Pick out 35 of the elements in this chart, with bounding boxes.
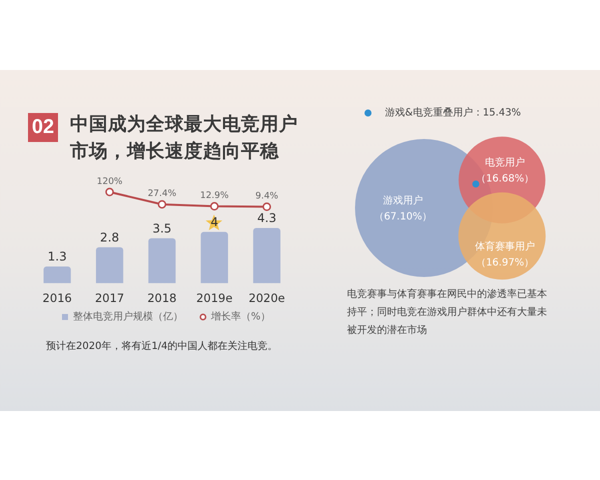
point <box>158 200 166 209</box>
text: 预计在2020年，将有近1/4的中国人都在关注电竞。 <box>46 340 278 354</box>
bar <box>44 266 71 284</box>
bar <box>96 247 124 284</box>
text: 电竞赛事与体育赛事在网民中的渗透率已基本持平；同时电竞在游戏用户群体中还有大量未被开发的潜在市场 <box>347 288 548 338</box>
data-label: 12.9% <box>200 191 230 202</box>
x-tick-label: 2019e <box>196 291 233 306</box>
data-label: 120% <box>96 176 123 187</box>
text: 游戏&电竞重叠用户：15.43% <box>385 106 521 119</box>
legend-label: 整体电竞用户规模（亿） <box>73 310 183 323</box>
data-label: 27.4% <box>148 189 177 200</box>
category-label: 电竞用户 <box>485 156 525 169</box>
x-tick-label: 2020e <box>248 291 285 306</box>
bar <box>253 228 280 284</box>
data-label: 4.3 <box>257 211 276 226</box>
data-label: 3.5 <box>152 221 172 236</box>
legend-label: 增长率（%） <box>210 310 271 323</box>
x-tick-label: 2017 <box>94 291 124 306</box>
point <box>105 188 114 196</box>
data-label: 4 <box>210 214 218 229</box>
data-label: 9.4% <box>255 192 279 202</box>
x-tick-label: 2016 <box>42 291 72 306</box>
data-label: （67.10%） <box>374 212 432 223</box>
category-label: 体育赛事用户 <box>475 240 535 253</box>
x-tick-label: 2018 <box>147 291 177 306</box>
data-label: （16.97%） <box>476 258 534 269</box>
data-label: 2.8 <box>100 230 120 244</box>
chart-title: 中国成为全球最大电竞用户市场，增长速度趋向平稳 <box>70 113 299 164</box>
point <box>210 202 219 211</box>
point <box>262 202 272 211</box>
data-label: （16.68%） <box>476 174 534 185</box>
category-label: 游戏用户 <box>383 194 423 207</box>
data-label: 1.3 <box>48 250 67 264</box>
text: 02 <box>28 113 58 142</box>
bar <box>148 238 176 284</box>
